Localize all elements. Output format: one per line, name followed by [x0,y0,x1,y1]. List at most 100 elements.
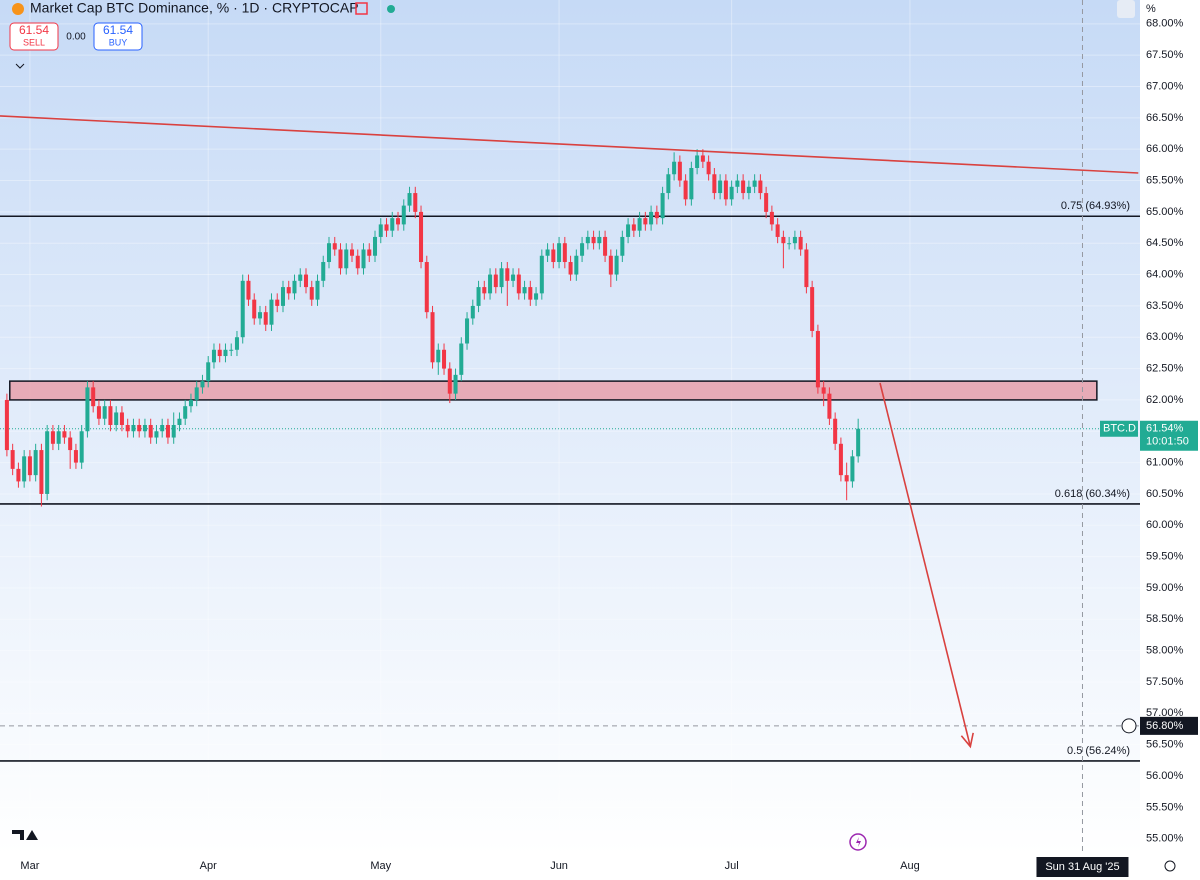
candle-body [114,412,119,425]
candle-body [603,236,608,256]
candle-body [522,287,527,294]
candle-body [482,287,487,294]
candle-body [16,468,21,482]
x-tick-label: Mar [20,860,39,872]
y-tick-label: 63.50% [1146,300,1184,312]
candle-body [798,236,803,250]
candle-body [211,349,216,363]
candle-body [367,249,372,256]
candle-body [85,387,90,432]
candle-body [660,193,665,219]
candle-body [148,424,153,438]
candle-body [741,180,746,194]
candle-body [689,167,694,200]
candle-body [557,243,562,263]
candle-body [338,249,343,269]
candle-body [608,255,613,275]
buy-button[interactable] [93,22,143,51]
supply-zone [9,380,1098,401]
candle-body [815,330,820,388]
y-tick-label: 65.00% [1146,206,1184,218]
candle-body [413,193,418,212]
candle-body [649,211,654,225]
crosshair-plus [1121,718,1137,734]
candle-body [355,255,360,269]
candle-body [505,268,510,281]
candle-body [194,387,199,400]
buy-label: BUY [109,37,128,47]
candle-body [528,287,533,300]
projection-arrow [879,382,972,747]
candle-body [850,456,855,482]
candle-body [165,424,170,438]
flash-icon[interactable] [849,833,867,851]
candle-body [672,161,677,175]
candle-body [344,249,349,269]
candle-body [39,450,44,494]
candle-body [332,243,337,250]
unit-label: % [1146,3,1156,15]
alert-icon[interactable] [355,2,368,15]
candle-body [22,456,27,482]
candle-body [96,406,101,419]
candle-body [585,236,590,244]
symbol-label: BTC.D [1103,423,1136,435]
x-tick-label: May [370,860,391,872]
candle-body [419,211,424,263]
candle-body [580,243,585,256]
candle-body [539,255,544,294]
candle-body [108,406,113,425]
fib-level-label: 0.618 (60.34%) [1055,488,1130,500]
settings-icon[interactable] [1164,860,1176,872]
candle-body [292,280,297,294]
candle-body [545,249,550,256]
y-tick-label: 62.50% [1146,362,1184,374]
candle-body [764,193,769,212]
y-tick-label: 68.00% [1146,18,1184,30]
candle-body [125,424,130,432]
plot-background [0,0,1140,855]
last-price-tag [1140,420,1198,451]
candle-body [45,431,50,494]
logo [12,830,38,840]
candle-body [706,161,711,175]
candle-body [252,299,257,319]
candle-body [257,312,262,319]
overlays: 55.00% 55.50% 56.00% 56.50% 57.00% 57.50% 58.0… [0,18,1198,877]
symbol-tag [1100,420,1138,437]
candle-body [119,412,124,425]
candle-body [68,437,73,451]
candle-body [516,274,521,294]
candle-body [833,418,838,444]
trendline [0,115,1139,174]
candle-body [810,287,815,331]
sell-button[interactable] [9,22,59,51]
toolbar-button[interactable] [1117,0,1135,18]
candle-body [326,243,332,263]
candle-body [223,349,228,357]
candle-body [229,349,234,351]
candle-body [4,399,9,451]
candle-body [240,280,245,338]
candle-body [424,262,429,313]
candle-body [50,431,55,444]
candle-body [453,374,458,394]
candle-body [792,236,797,244]
crosshair-price-label: 56.80% [1146,720,1184,732]
candle-body [396,218,401,225]
candle-body [217,349,222,357]
candle-body [361,249,366,269]
sell-label: SELL [23,37,45,47]
candle-body [666,174,671,194]
marks [0,0,1140,855]
candle-body [459,343,464,375]
spread: 0.00 [66,32,86,43]
collapse-chevron[interactable] [15,63,25,69]
y-tick-label: 59.00% [1146,582,1184,594]
candle-body [246,280,251,300]
chart-title: Market Cap BTC Dominance, % · 1D · CRYPT… [30,0,359,16]
x-tick-label: Jul [725,860,739,872]
candle-body [378,224,383,237]
